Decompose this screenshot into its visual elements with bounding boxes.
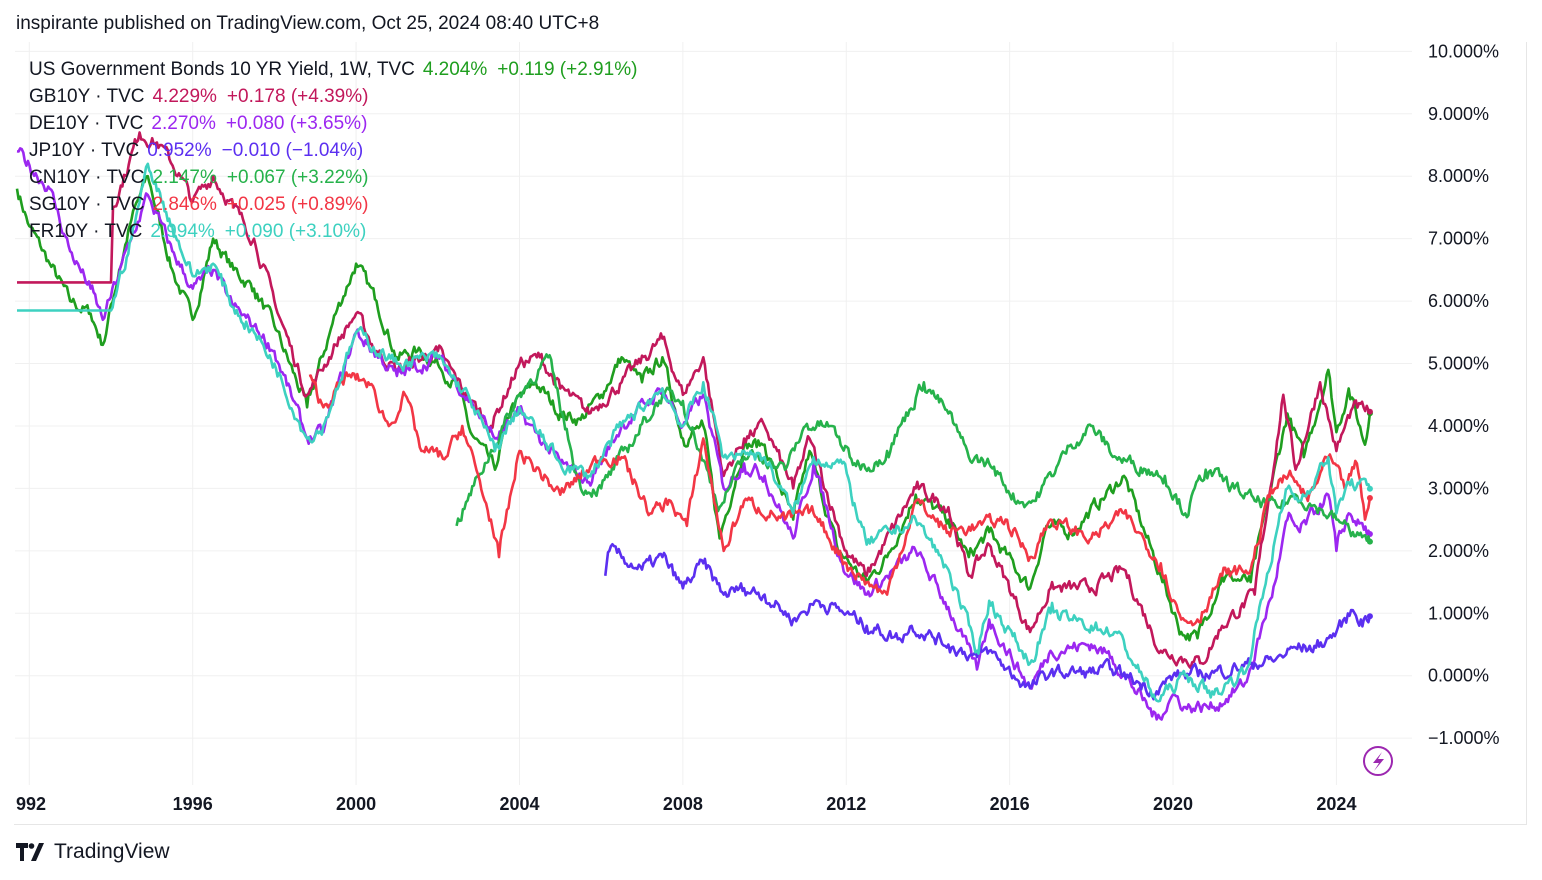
x-tick-label: 2004 — [499, 794, 539, 814]
y-tick-label: 4.000% — [1428, 416, 1489, 436]
series-line-jp10y — [604, 543, 1372, 701]
legend-value: 2.270% — [151, 113, 216, 134]
x-tick-label: 2024 — [1316, 794, 1356, 814]
legend-row[interactable]: JP10Y · TVC 0.952% −0.010 (−1.04%) — [29, 137, 637, 164]
series-last-point — [1366, 495, 1373, 502]
x-tick-label: 992 — [16, 794, 46, 814]
legend-row[interactable]: SG10Y · TVC 2.846% +0.025 (+0.89%) — [29, 191, 637, 218]
tradingview-logo-icon — [16, 843, 44, 861]
legend-value: 2.147% — [152, 167, 217, 188]
legend-row[interactable]: US Government Bonds 10 YR Yield, 1W, TVC… — [29, 56, 637, 83]
x-tick-label: 1996 — [173, 794, 213, 814]
legend-symbol: FR10Y · TVC — [29, 221, 143, 242]
y-axis: 10.000% 9.000% 8.000% 7.000% 6.000% 5.000% 4.0… — [1428, 41, 1500, 748]
legend-value: 4.204% — [422, 59, 488, 80]
publish-header: inspirante published on TradingView.com,… — [16, 13, 600, 34]
legend: US Government Bonds 10 YR Yield, 1W, TVC… — [29, 56, 637, 245]
legend-symbol: DE10Y · TVC — [29, 113, 144, 134]
legend-change: +0.080 (+3.65%) — [225, 113, 368, 134]
tradingview-footer[interactable]: TradingView — [16, 840, 170, 864]
y-tick-label: 0.000% — [1428, 666, 1489, 686]
legend-change: +0.090 (+3.10%) — [224, 221, 367, 242]
y-tick-label: 5.000% — [1428, 354, 1489, 374]
series-line-gb10y — [17, 131, 1371, 670]
x-tick-label: 2000 — [336, 794, 376, 814]
legend-value: 4.229% — [152, 86, 217, 107]
legend-change: +0.178 (+4.39%) — [226, 86, 369, 107]
legend-symbol: US Government Bonds 10 YR Yield, 1W, TVC — [29, 59, 415, 80]
y-tick-label: 3.000% — [1428, 478, 1489, 498]
series-last-point — [1366, 485, 1373, 492]
legend-change: +0.025 (+0.89%) — [226, 194, 369, 215]
series-line-fr10y — [17, 162, 1372, 703]
y-tick-label: 10.000% — [1428, 41, 1499, 61]
legend-change: +0.067 (+3.22%) — [226, 167, 369, 188]
grid — [15, 42, 1412, 785]
legend-row[interactable]: FR10Y · TVC 2.994% +0.090 (+3.10%) — [29, 218, 637, 245]
series-last-point — [1366, 613, 1373, 620]
series-line-cn10y — [455, 353, 1372, 543]
legend-symbol: CN10Y · TVC — [29, 167, 145, 188]
legend-symbol: GB10Y · TVC — [29, 86, 145, 107]
legend-change: +0.119 (+2.91%) — [497, 59, 638, 80]
series-lines — [15, 131, 1373, 721]
series-line-us10y — [15, 174, 1372, 642]
series-last-point — [1366, 538, 1373, 545]
legend-row[interactable]: GB10Y · TVC 4.229% +0.178 (+4.39%) — [29, 83, 637, 110]
y-tick-label: 8.000% — [1428, 166, 1489, 186]
y-tick-label: 6.000% — [1428, 291, 1489, 311]
legend-row[interactable]: CN10Y · TVC 2.147% +0.067 (+3.22%) — [29, 164, 637, 191]
series-line-sg10y — [308, 371, 1372, 627]
brand-name: TradingView — [54, 840, 170, 863]
legend-row[interactable]: DE10Y · TVC 2.270% +0.080 (+3.65%) — [29, 110, 637, 137]
legend-value: 2.846% — [152, 194, 217, 215]
chart-frame — [14, 42, 1527, 825]
lightning-icon[interactable] — [1363, 746, 1393, 776]
y-tick-label: 2.000% — [1428, 541, 1489, 561]
legend-symbol: SG10Y · TVC — [29, 194, 145, 215]
series-last-point — [1366, 408, 1373, 415]
y-tick-label: 7.000% — [1428, 229, 1489, 249]
legend-value: 2.994% — [150, 221, 215, 242]
y-tick-label: 1.000% — [1428, 603, 1489, 623]
x-tick-label: 2016 — [990, 794, 1030, 814]
legend-symbol: JP10Y · TVC — [29, 140, 140, 161]
y-tick-label: 9.000% — [1428, 104, 1489, 124]
x-axis: 992 1996 2000 2004 2008 2012 2016 2020 2024 — [16, 794, 1356, 814]
x-tick-label: 2020 — [1153, 794, 1193, 814]
legend-value: 0.952% — [147, 140, 212, 161]
x-tick-label: 2008 — [663, 794, 703, 814]
legend-change: −0.010 (−1.04%) — [221, 140, 364, 161]
x-tick-label: 2012 — [826, 794, 866, 814]
y-tick-label: −1.000% — [1428, 728, 1500, 748]
